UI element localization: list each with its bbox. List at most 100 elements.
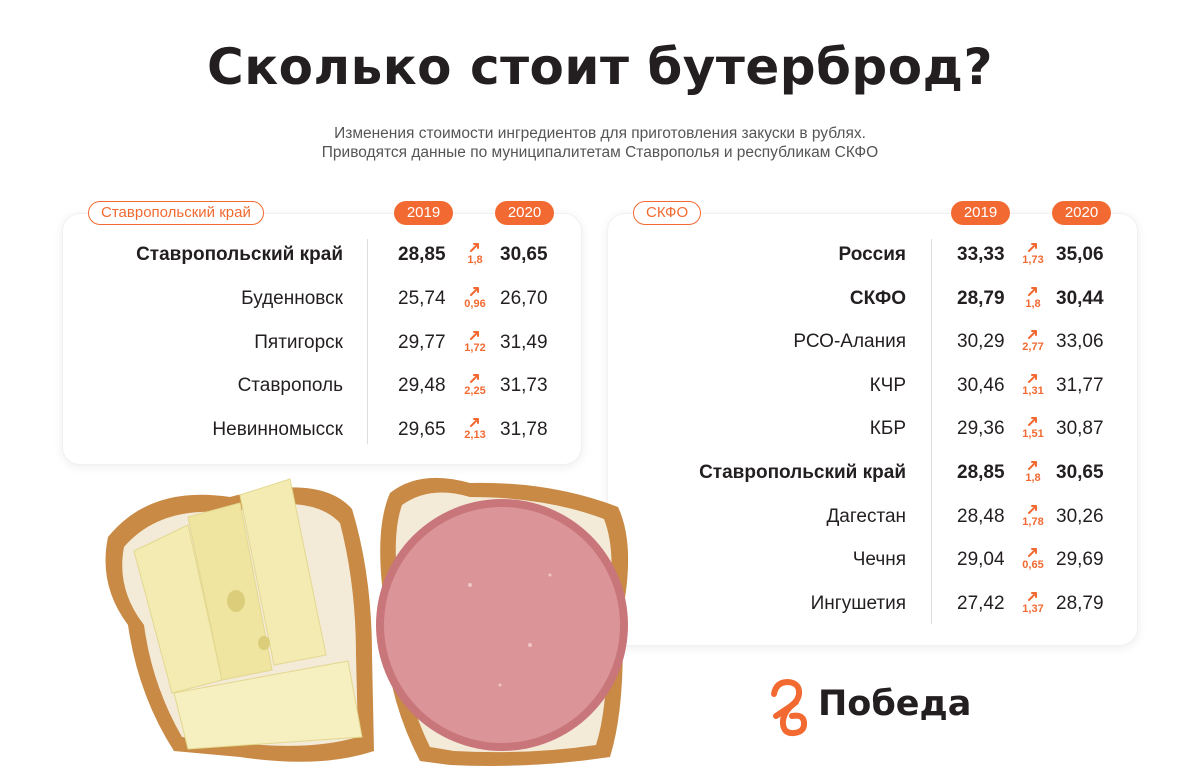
- delta-value: 0,65: [1022, 559, 1044, 572]
- delta-indicator: 0,65: [1013, 545, 1053, 575]
- region-name: Чечня: [852, 549, 906, 571]
- delta-indicator: 1,37: [1013, 589, 1053, 619]
- table-row: Ставрополь 29,48 2,25 31,73: [63, 371, 583, 401]
- table-row: Ингушетия 27,42 1,37 28,79: [608, 589, 1139, 619]
- delta-indicator: 2,25: [455, 371, 495, 401]
- delta-value: 1,8: [1025, 472, 1041, 484]
- page-subtitle: Изменения стоимости ингредиентов для при…: [0, 124, 1200, 162]
- delta-value: 1,37: [1022, 602, 1044, 615]
- pobeda-logo-text: Победа: [818, 684, 972, 724]
- value-2019: 27,42: [957, 592, 1005, 614]
- delta-value: 1,8: [1025, 297, 1041, 310]
- page-title: Сколько стоит бутерброд?: [207, 38, 993, 96]
- region-name: РСО-Алания: [793, 331, 906, 353]
- value-2019: 29,65: [398, 419, 446, 441]
- sausage-fat-spot: [498, 683, 502, 687]
- region-name: Ставропольский край: [699, 462, 906, 483]
- table-row: Чечня 29,04 0,65 29,69: [608, 545, 1139, 575]
- table-row: РСО-Алания 30,29 2,77 33,06: [608, 327, 1139, 357]
- value-2020: 31,77: [1056, 374, 1104, 396]
- value-2019: 29,36: [957, 418, 1005, 440]
- value-2020: 30,44: [1056, 287, 1104, 309]
- region-name: Пятигорск: [254, 331, 343, 353]
- delta-value: 1,72: [464, 341, 486, 354]
- region-name: Буденновск: [241, 287, 343, 309]
- table-row: Буденновск 25,74 0,96 26,70: [63, 284, 583, 314]
- cheese-slice: [187, 502, 273, 681]
- value-2019: 29,77: [398, 331, 446, 353]
- table-row: Ставропольский край 28,85 1,8 30,65: [63, 240, 583, 270]
- subtitle-line-2: Приводятся данные по муниципалитетам Ста…: [321, 144, 879, 161]
- delta-value: 2,25: [464, 385, 486, 398]
- value-2020: 31,78: [500, 419, 548, 441]
- value-2020: 33,06: [1056, 331, 1104, 353]
- delta-value: 2,13: [464, 429, 486, 442]
- pobeda-logo: Победа: [766, 676, 986, 738]
- table-row: Невинномысск 29,65 2,13 31,78: [63, 415, 583, 445]
- delta-indicator: 1,78: [1013, 502, 1053, 532]
- value-2019: 28,79: [957, 287, 1005, 309]
- table-row: Россия 33,33 1,73 35,06: [608, 240, 1139, 270]
- table-row: Дагестан 28,48 1,78 30,26: [608, 502, 1139, 532]
- value-2019: 25,74: [398, 287, 446, 309]
- delta-value: 1,73: [1022, 254, 1044, 266]
- year-2019-badge: 2019: [951, 201, 1010, 225]
- value-2020: 30,26: [1056, 505, 1104, 527]
- delta-value: 2,77: [1022, 341, 1044, 354]
- region-name: Ингушетия: [810, 592, 906, 614]
- skfo-panel: Россия 33,33 1,73 35,06 СКФО 28,79 1,8 30,44 РСО…: [607, 213, 1138, 646]
- delta-indicator: 1,8: [1013, 458, 1053, 488]
- value-2020: 28,79: [1056, 592, 1104, 614]
- cheese-hole: [227, 590, 245, 612]
- column-divider: [367, 239, 368, 444]
- delta-indicator: 1,72: [455, 328, 495, 358]
- delta-value: 1,78: [1022, 515, 1044, 528]
- sausage-fat-spot: [528, 643, 532, 647]
- table-row: КБР 29,36 1,51 30,87: [608, 414, 1139, 444]
- sausage-fat-spot: [468, 583, 472, 587]
- cheese-hole: [258, 636, 270, 650]
- delta-value: 1,51: [1022, 428, 1044, 441]
- cheese-slice: [173, 660, 363, 750]
- value-2020: 35,06: [1056, 244, 1104, 265]
- region-name: Дагестан: [826, 505, 906, 527]
- year-2020-badge: 2020: [1052, 201, 1111, 225]
- value-2020: 30,65: [1056, 462, 1104, 483]
- cheese-slice: [239, 478, 327, 666]
- value-2020: 31,49: [500, 331, 548, 353]
- region-name: Невинномысск: [212, 419, 343, 441]
- year-2019-badge: 2019: [394, 201, 453, 225]
- value-2020: 30,65: [500, 244, 548, 265]
- delta-indicator: 2,77: [1013, 327, 1053, 357]
- sandwich-illustration: [105, 477, 629, 766]
- value-2019: 30,29: [957, 331, 1005, 353]
- value-2020: 29,69: [1056, 549, 1104, 571]
- sausage-fat-spot: [548, 573, 552, 577]
- value-2019: 28,85: [957, 462, 1005, 483]
- stavropol-panel: Ставропольский край 28,85 1,8 30,65 Буденнов…: [62, 213, 582, 465]
- year-2020-badge: 2020: [495, 201, 554, 225]
- value-2019: 28,48: [957, 505, 1005, 527]
- value-2019: 33,33: [957, 244, 1005, 265]
- value-2019: 29,48: [398, 375, 446, 397]
- delta-indicator: 0,96: [455, 284, 495, 314]
- delta-value: 1,31: [1022, 384, 1044, 397]
- region-name: КБР: [869, 418, 906, 440]
- delta-indicator: 1,8: [455, 240, 495, 270]
- region-name: КЧР: [869, 374, 906, 396]
- delta-indicator: 1,73: [1013, 240, 1053, 270]
- region-name: СКФО: [849, 287, 906, 309]
- pobeda-logo-icon: [771, 678, 808, 737]
- table-row: КЧР 30,46 1,31 31,77: [608, 371, 1139, 401]
- sausage-slice-inner: [384, 507, 620, 743]
- stavropol-tag: Ставропольский край: [88, 201, 264, 225]
- value-2020: 31,73: [500, 375, 548, 397]
- table-row: Ставропольский край 28,85 1,8 30,65: [608, 458, 1139, 488]
- value-2020: 26,70: [500, 287, 548, 309]
- value-2019: 29,04: [957, 549, 1005, 571]
- region-name: Россия: [838, 244, 906, 265]
- delta-indicator: 1,31: [1013, 371, 1053, 401]
- value-2020: 30,87: [1056, 418, 1104, 440]
- value-2019: 28,85: [398, 244, 446, 265]
- delta-indicator: 1,51: [1013, 414, 1053, 444]
